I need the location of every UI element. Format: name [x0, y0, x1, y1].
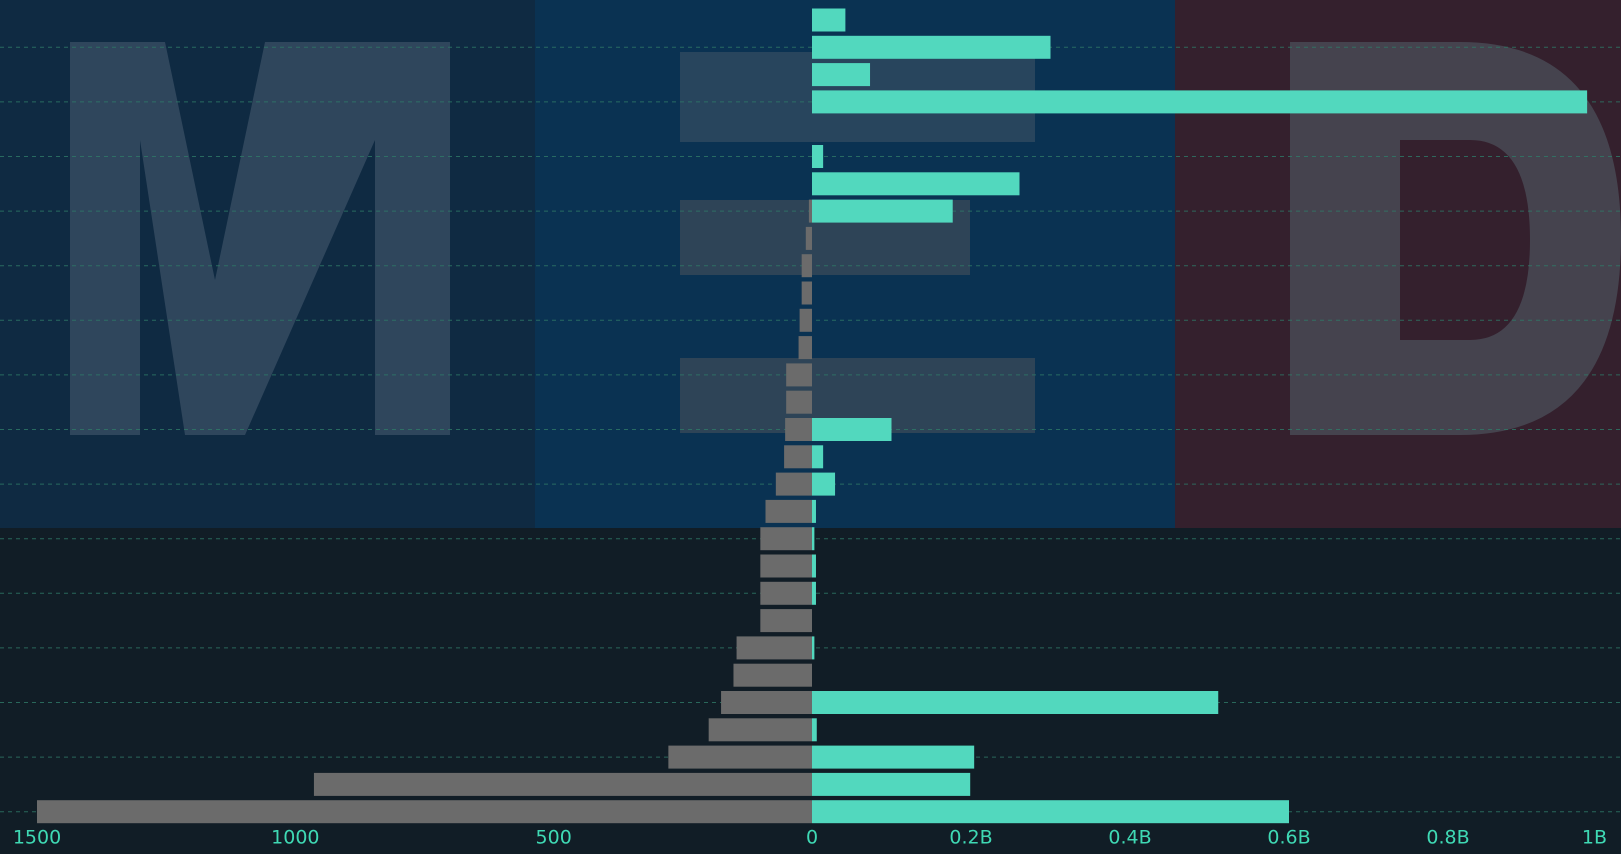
- left-bar: [786, 363, 812, 387]
- left-bar: [721, 691, 812, 714]
- x-tick-label: 0.8B: [1426, 827, 1469, 849]
- right-bar: [812, 554, 816, 578]
- left-bar: [733, 663, 812, 687]
- right-bar: [812, 90, 1588, 114]
- left-bar: [760, 581, 812, 605]
- left-bar: [760, 527, 812, 551]
- left-bar: [784, 445, 812, 469]
- x-tick-label: 0.2B: [949, 827, 992, 849]
- right-bar: [812, 581, 816, 605]
- left-bar: [799, 308, 812, 332]
- right-bar: [812, 199, 953, 223]
- left-bar: [765, 499, 812, 523]
- background-letter: [70, 42, 450, 435]
- right-bar: [812, 527, 815, 551]
- x-tick-label: 1000: [271, 827, 319, 849]
- x-tick-label: 1500: [13, 827, 61, 849]
- right-bar: [812, 691, 1219, 714]
- x-tick-label: 0.6B: [1267, 827, 1310, 849]
- left-bar: [775, 472, 812, 496]
- left-bar: [760, 609, 812, 633]
- x-tick-label: 1B: [1582, 827, 1607, 849]
- left-bar: [313, 772, 812, 796]
- right-bar: [812, 800, 1289, 824]
- left-bar: [736, 636, 812, 660]
- left-bar: [801, 254, 812, 278]
- right-bar: [812, 8, 846, 32]
- left-bar: [786, 390, 812, 414]
- right-bar: [812, 445, 824, 469]
- left-bar: [760, 554, 812, 578]
- left-bar: [801, 281, 812, 305]
- right-bar: [812, 418, 892, 441]
- right-bar: [812, 499, 816, 523]
- right-bar: [812, 745, 975, 769]
- x-tick-label: 0: [806, 827, 818, 849]
- right-bar: [812, 772, 971, 796]
- x-tick-label: 0.4B: [1108, 827, 1151, 849]
- right-bar: [812, 63, 871, 87]
- x-tick-label: 500: [536, 827, 572, 849]
- left-bar: [808, 199, 812, 223]
- left-bar: [798, 336, 812, 360]
- right-bar: [812, 35, 1051, 59]
- axis: 0 500 1000 1500 0.2B 0.4B 0.6B 0.8B 1B: [13, 827, 1607, 849]
- right-bar: [812, 145, 824, 168]
- bars: [37, 8, 1588, 824]
- right-bar: [812, 172, 1020, 196]
- background-letter: [1290, 42, 1621, 435]
- right-bar: [812, 636, 815, 660]
- left-bar: [37, 800, 812, 824]
- right-bar: [812, 472, 836, 496]
- left-bar: [668, 745, 812, 769]
- left-bar: [805, 226, 812, 250]
- left-bar: [785, 418, 812, 441]
- left-bar: [708, 718, 812, 742]
- right-bar: [812, 718, 817, 742]
